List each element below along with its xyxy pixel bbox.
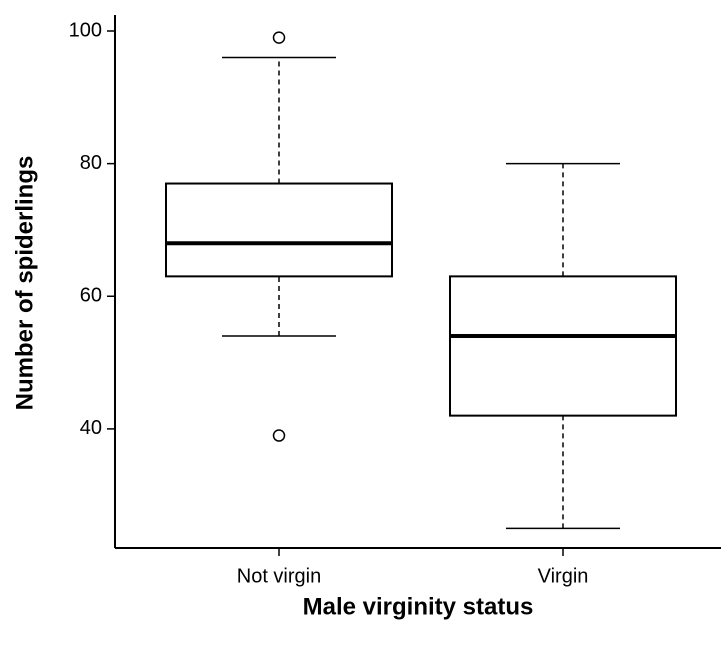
y-tick-label: 40 [80,417,102,439]
box [449,275,677,417]
y-tick-label: 80 [80,152,102,174]
y-axis-title: Number of spiderlings [11,156,38,411]
x-tick-label: Not virgin [237,565,321,587]
outlier [272,429,286,442]
x-tick-label: Virgin [538,565,589,587]
box [165,182,393,278]
y-tick-label: 60 [80,285,102,307]
y-tick-label: 100 [69,19,102,41]
x-axis-title: Male virginity status [303,593,534,620]
outlier [272,31,286,44]
